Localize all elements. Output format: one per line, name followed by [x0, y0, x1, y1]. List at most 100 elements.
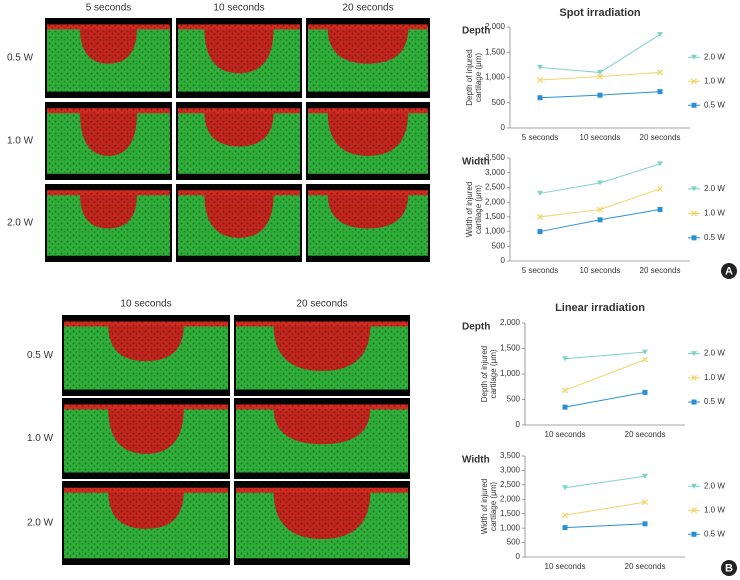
legend-entry: 0.5 W — [688, 397, 725, 406]
column-header: 10 seconds — [213, 3, 264, 14]
x-tick-label: 10 seconds — [545, 562, 586, 571]
row-label: 0.5 W — [7, 53, 34, 64]
legend-label: 1.0 W — [704, 76, 725, 85]
speckle — [62, 481, 230, 565]
legend-marker — [691, 399, 697, 405]
point — [657, 32, 663, 38]
legend-entry: 1.0 W — [688, 76, 725, 85]
series-line — [539, 163, 661, 194]
row-label: 2.0 W — [27, 518, 54, 529]
y-tick-label: 2,500 — [500, 480, 521, 489]
y-tick-label: 2,000 — [500, 494, 521, 503]
y-tick-label: 0 — [501, 256, 506, 265]
column-header: 10 seconds — [120, 299, 171, 310]
legend-label: 1.0 W — [704, 208, 725, 217]
panel-title: Spot irradiation — [559, 7, 641, 19]
y-axis-label-line: Depth of injured — [465, 49, 474, 105]
row-label: 2.0 W — [7, 218, 34, 229]
y-tick-label: 3,500 — [485, 153, 506, 162]
y-axis-label: Width of injuredcartilage (μm) — [465, 182, 483, 238]
chart-title: Depth — [462, 26, 490, 37]
y-axis-label: Depth of injuredcartilage (μm) — [480, 346, 498, 402]
line-chart: Width Width of injuredcartilage (μm) 0 500 1… — [462, 153, 725, 275]
y-tick-label: 0 — [516, 420, 521, 429]
panel-letter-badge — [721, 263, 737, 279]
y-axis-label-line: Depth of injured — [480, 346, 489, 402]
speckle — [176, 102, 302, 180]
x-tick-label: 20 seconds — [625, 562, 666, 571]
micrographs: 5 seconds 10 seconds 20 seconds 0.5 W 1.0 W 2… — [7, 3, 430, 565]
micrograph — [234, 481, 410, 565]
micrograph — [234, 315, 410, 396]
legend-label: 2.0 W — [704, 184, 725, 193]
x-tick-label: 20 seconds — [640, 133, 681, 142]
legend-marker — [691, 507, 697, 514]
x-tick-label: 10 seconds — [545, 430, 586, 439]
line-chart: Depth Depth of injuredcartilage (μm) 0 500 1… — [462, 318, 725, 439]
series-line — [564, 501, 646, 516]
y-tick-label: 2,000 — [485, 22, 506, 31]
legend-label: 0.5 W — [704, 529, 725, 538]
y-tick-label: 3,000 — [485, 168, 506, 177]
line-chart: Width Width of injuredcartilage (μm) 0 500 1… — [462, 451, 725, 571]
point — [537, 190, 543, 196]
y-axis-label-line: Width of injured — [480, 479, 489, 535]
point — [597, 73, 603, 80]
legend-entry: 2.0 W — [688, 52, 725, 61]
legend-entry: 2.0 W — [688, 481, 725, 490]
column-header: 5 seconds — [86, 3, 132, 14]
series-line — [539, 34, 661, 73]
legend-label: 2.0 W — [704, 481, 725, 490]
y-tick-label: 2,000 — [485, 197, 506, 206]
speckle — [306, 102, 430, 180]
y-tick-label: 1,500 — [500, 344, 521, 353]
panel-letter: B — [725, 562, 733, 574]
y-tick-label: 0 — [516, 552, 521, 561]
legend-label: 0.5 W — [704, 233, 725, 242]
legend-marker — [691, 102, 697, 108]
speckle — [234, 398, 410, 479]
speckle — [45, 18, 172, 98]
speckle — [62, 398, 230, 479]
row-label: 1.0 W — [27, 433, 54, 444]
y-axis-label-line: cartilage (μm) — [474, 53, 483, 102]
point — [597, 217, 603, 223]
speckle — [45, 184, 172, 262]
y-tick-label: 500 — [507, 395, 521, 404]
speckle — [306, 18, 430, 98]
y-tick-label: 1,000 — [500, 369, 521, 378]
legend-marker — [691, 531, 697, 537]
point — [562, 356, 568, 362]
series-line — [564, 391, 646, 408]
y-tick-label: 1,500 — [485, 47, 506, 56]
legend-label: 2.0 W — [704, 349, 725, 358]
point — [642, 499, 648, 506]
point — [537, 64, 543, 70]
legend-marker — [691, 54, 697, 60]
y-tick-label: 500 — [492, 98, 506, 107]
point — [657, 161, 663, 167]
x-tick-label: 20 seconds — [625, 430, 666, 439]
legend-entry: 1.0 W — [688, 373, 725, 382]
x-tick-label: 10 seconds — [580, 133, 621, 142]
line-chart: Depth Depth of injuredcartilage (μm) 0 500 1… — [462, 22, 725, 142]
point — [642, 521, 648, 527]
x-tick-label: 10 seconds — [580, 266, 621, 275]
legend-entry: 1.0 W — [688, 208, 725, 217]
micrograph — [62, 315, 230, 396]
y-tick-label: 2,500 — [485, 183, 506, 192]
y-tick-label: 1,500 — [485, 212, 506, 221]
column-header: 20 seconds — [342, 3, 393, 14]
speckle — [176, 184, 302, 262]
legend-entry: 0.5 W — [688, 529, 725, 538]
y-axis-label: Width of injuredcartilage (μm) — [480, 479, 498, 535]
speckle — [306, 184, 430, 262]
panel-letter: A — [725, 265, 733, 277]
legend-entry: 2.0 W — [688, 349, 725, 358]
point — [642, 389, 648, 395]
legend-marker — [691, 483, 697, 489]
legend-entry: 2.0 W — [688, 184, 725, 193]
point — [537, 213, 543, 220]
legend-marker — [691, 210, 697, 217]
